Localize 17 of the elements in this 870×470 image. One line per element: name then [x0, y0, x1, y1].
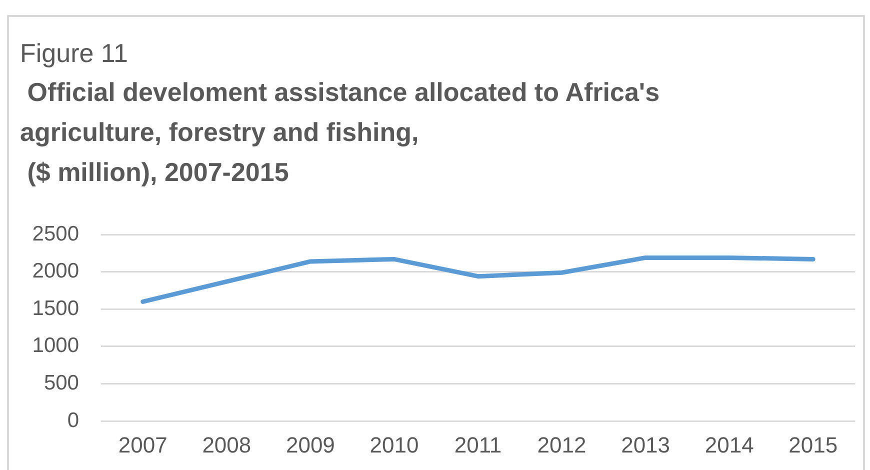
caption: Figure 11: [20, 38, 128, 69]
y-tick-label: 500: [44, 372, 79, 395]
x-tick-label: 2012: [537, 432, 586, 458]
x-tick-label: 2014: [704, 432, 754, 458]
x-tick-label: 2007: [118, 432, 168, 458]
x-tick-label: 2009: [286, 432, 335, 458]
x-tick-label: 2015: [788, 432, 838, 458]
y-tick-label: 1000: [32, 334, 79, 358]
y-tick-label: 1500: [32, 296, 79, 320]
y-tick-label: 2000: [32, 260, 79, 283]
y-tick-label: 2500: [32, 222, 79, 246]
x-tick-label: 2013: [621, 432, 670, 458]
x-tick-label: 2008: [202, 432, 252, 458]
chart-title: Official develoment assistance allocated to Africa's agriculture, forestry and fishing, ($ million), 2007-2015: [20, 76, 660, 189]
y-tick-label: 0: [67, 408, 79, 432]
x-tick-label: 2010: [370, 432, 419, 458]
x-tick-label: 2011: [454, 432, 502, 458]
